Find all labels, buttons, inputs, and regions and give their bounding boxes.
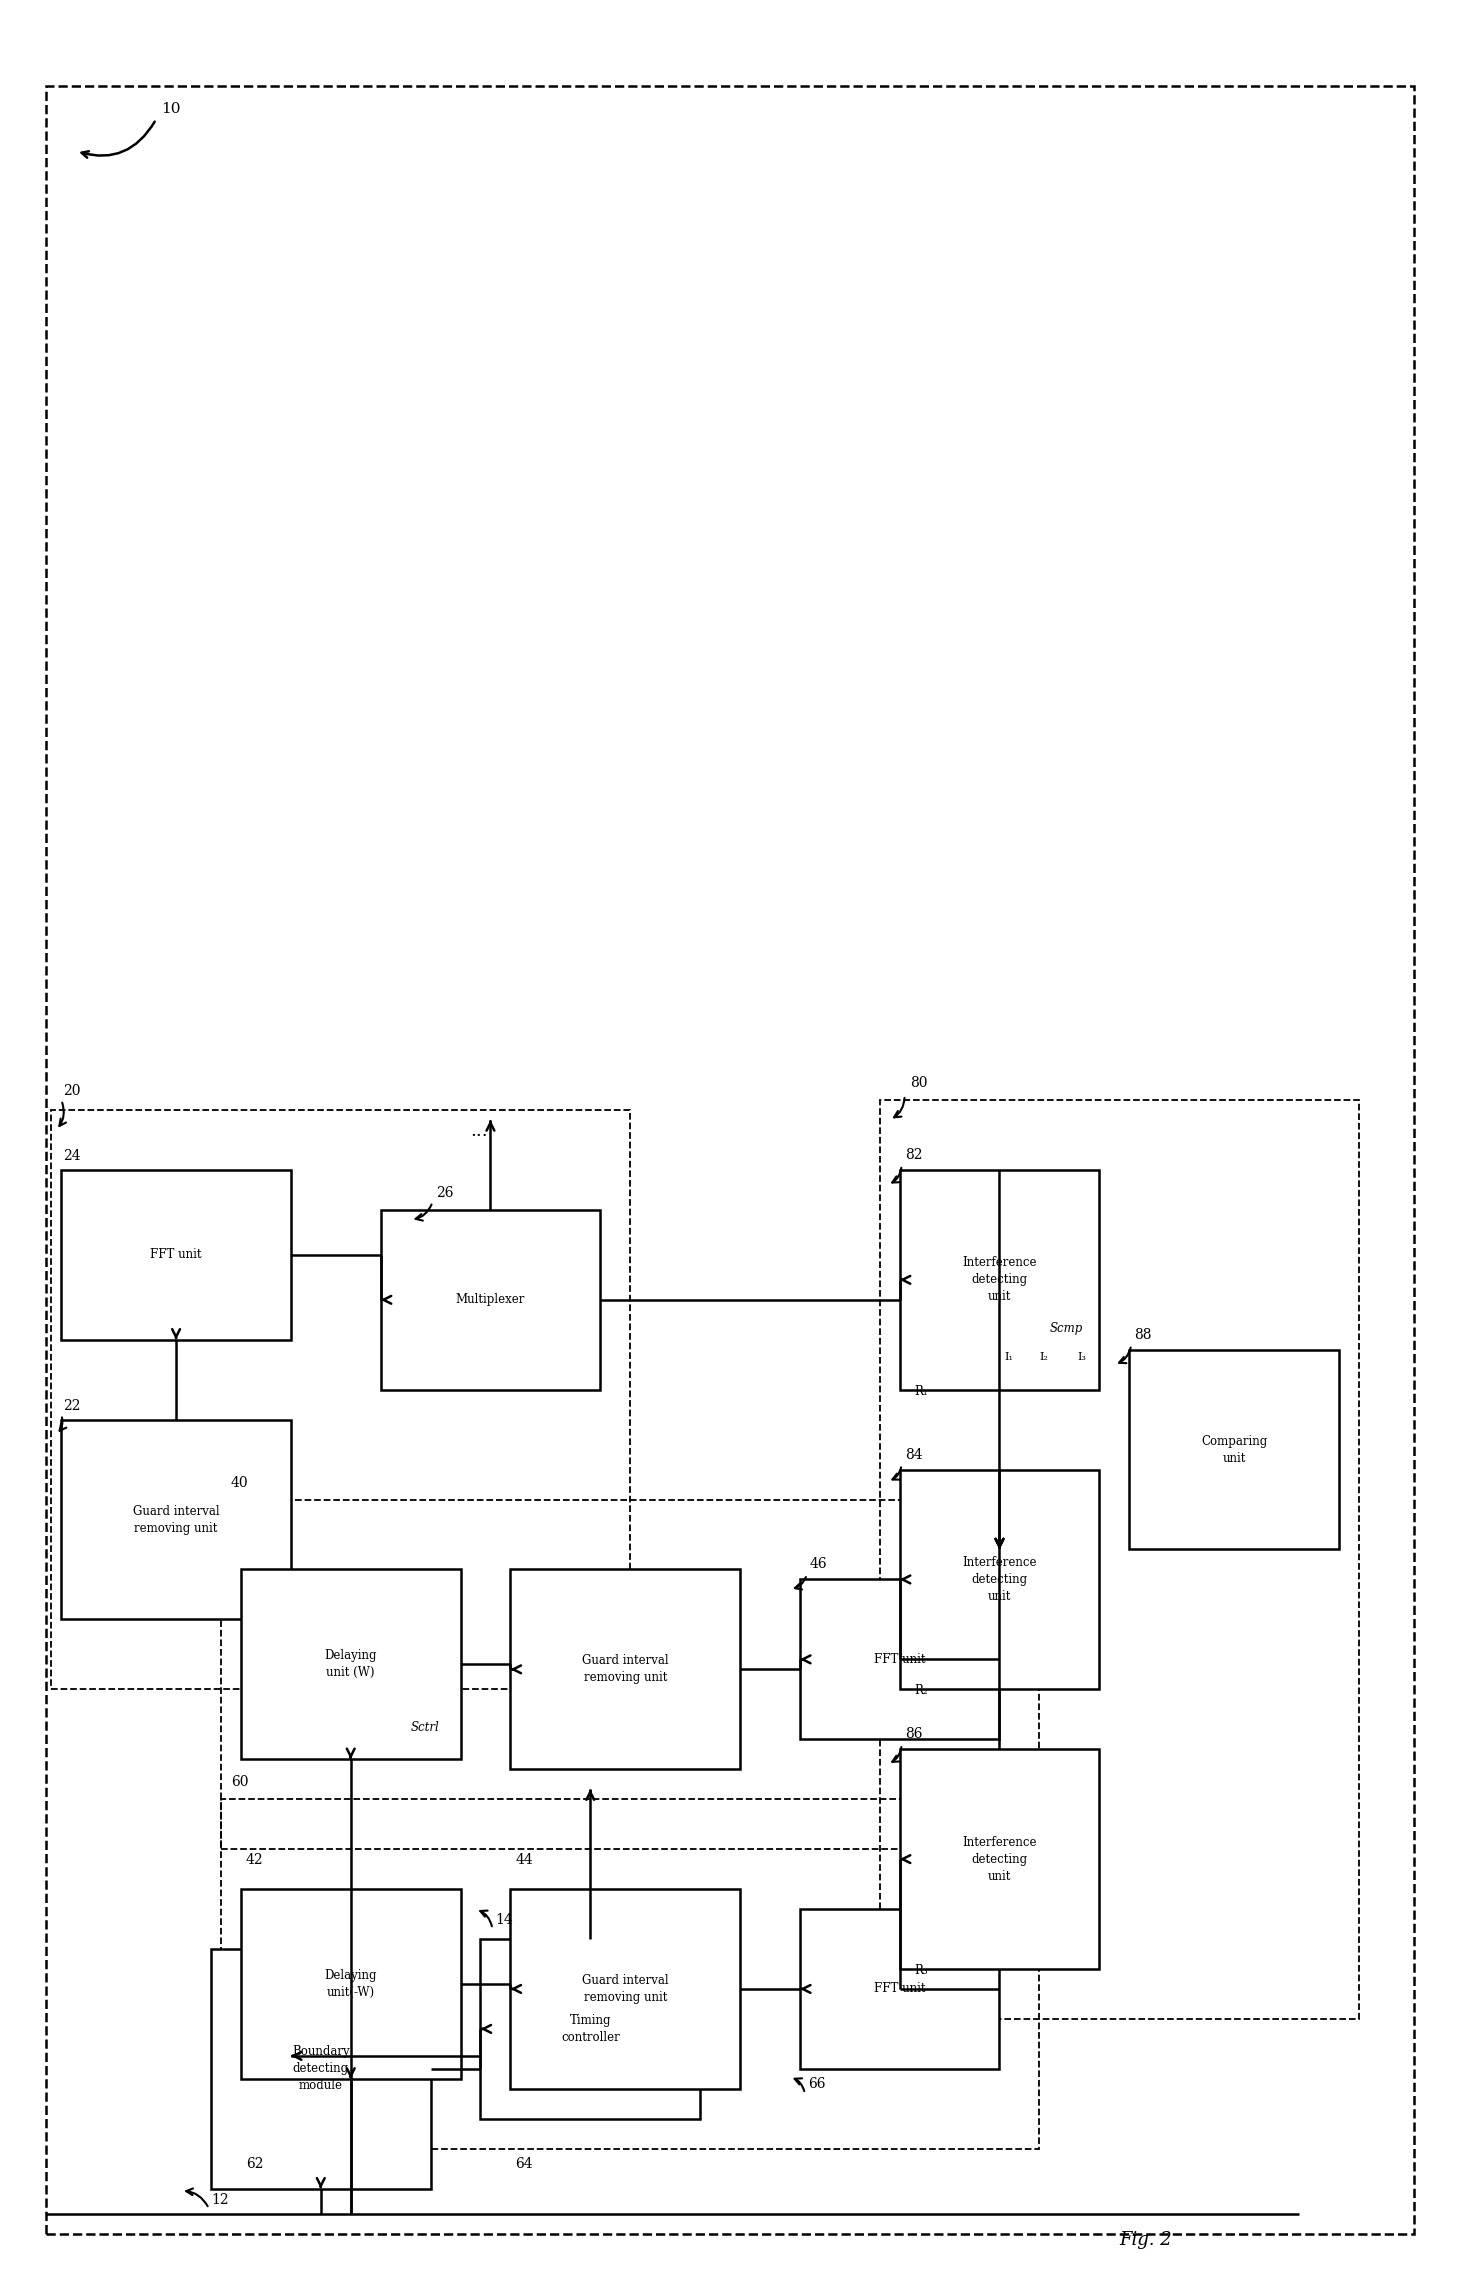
FancyBboxPatch shape <box>510 1569 740 1768</box>
Text: 66: 66 <box>808 2077 825 2091</box>
Text: Interference
detecting
unit: Interference detecting unit <box>962 1555 1036 1603</box>
Text: Guard interval
removing unit: Guard interval removing unit <box>582 1655 668 1684</box>
Text: I₁: I₁ <box>1004 1351 1013 1362</box>
Text: 84: 84 <box>905 1448 922 1462</box>
Text: 12: 12 <box>211 2193 229 2206</box>
Text: Interference
detecting
unit: Interference detecting unit <box>962 1255 1036 1303</box>
FancyBboxPatch shape <box>900 1750 1100 1968</box>
Text: 88: 88 <box>1135 1328 1152 1342</box>
Text: 62: 62 <box>246 2156 264 2170</box>
Text: Interference
detecting
unit: Interference detecting unit <box>962 1836 1036 1882</box>
Bar <box>880 1101 1359 2018</box>
Text: 42: 42 <box>246 1852 264 1868</box>
Text: 26: 26 <box>435 1185 453 1201</box>
Text: R₃: R₃ <box>915 1964 928 1977</box>
Text: Boundary
detecting
module: Boundary detecting module <box>292 2045 349 2093</box>
Text: 22: 22 <box>63 1398 81 1412</box>
Text: Multiplexer: Multiplexer <box>456 1294 525 1305</box>
Text: 46: 46 <box>809 1557 827 1571</box>
Text: Guard interval
removing unit: Guard interval removing unit <box>133 1505 220 1535</box>
Bar <box>51 1110 630 1689</box>
Text: Sctrl: Sctrl <box>410 1721 440 1734</box>
Text: Delaying
unit(-W): Delaying unit(-W) <box>324 1968 377 2000</box>
Text: ...: ... <box>471 1121 488 1140</box>
Text: R₂: R₂ <box>915 1684 928 1698</box>
FancyBboxPatch shape <box>800 1580 1000 1739</box>
Bar <box>221 1500 1039 1850</box>
FancyBboxPatch shape <box>62 1419 290 1619</box>
Text: I₃: I₃ <box>1078 1351 1086 1362</box>
Text: 82: 82 <box>905 1149 922 1162</box>
Text: 10: 10 <box>161 102 180 116</box>
FancyBboxPatch shape <box>240 1889 460 2079</box>
Text: I₂: I₂ <box>1039 1351 1048 1362</box>
Text: 24: 24 <box>63 1149 81 1162</box>
Bar <box>221 1800 1039 2150</box>
Text: FFT unit: FFT unit <box>874 1982 925 1995</box>
FancyBboxPatch shape <box>240 1569 460 1759</box>
Text: 14: 14 <box>496 1914 513 1927</box>
Text: Fig. 2: Fig. 2 <box>1119 2231 1171 2250</box>
Text: Delaying
unit (W): Delaying unit (W) <box>324 1650 377 1680</box>
FancyBboxPatch shape <box>481 1939 701 2118</box>
Text: 44: 44 <box>516 1852 534 1868</box>
FancyBboxPatch shape <box>800 1909 1000 2068</box>
Text: Comparing
unit: Comparing unit <box>1201 1435 1267 1464</box>
Text: 86: 86 <box>905 1727 922 1741</box>
Text: 60: 60 <box>232 1775 248 1789</box>
Text: Scmp: Scmp <box>1050 1321 1083 1335</box>
FancyBboxPatch shape <box>381 1210 600 1389</box>
Text: 64: 64 <box>516 2156 534 2170</box>
Text: Timing
controller: Timing controller <box>561 2013 620 2043</box>
Text: FFT unit: FFT unit <box>874 1653 925 1666</box>
FancyBboxPatch shape <box>1129 1351 1338 1550</box>
FancyBboxPatch shape <box>900 1469 1100 1689</box>
FancyBboxPatch shape <box>510 1889 740 2088</box>
Text: Guard interval
removing unit: Guard interval removing unit <box>582 1975 668 2004</box>
Text: R₁: R₁ <box>915 1385 928 1398</box>
Text: 80: 80 <box>910 1076 927 1090</box>
FancyBboxPatch shape <box>900 1169 1100 1389</box>
FancyBboxPatch shape <box>211 1950 431 2188</box>
Text: 40: 40 <box>232 1476 249 1489</box>
FancyBboxPatch shape <box>62 1169 290 1339</box>
Text: 20: 20 <box>63 1085 81 1099</box>
Text: FFT unit: FFT unit <box>151 1248 202 1262</box>
